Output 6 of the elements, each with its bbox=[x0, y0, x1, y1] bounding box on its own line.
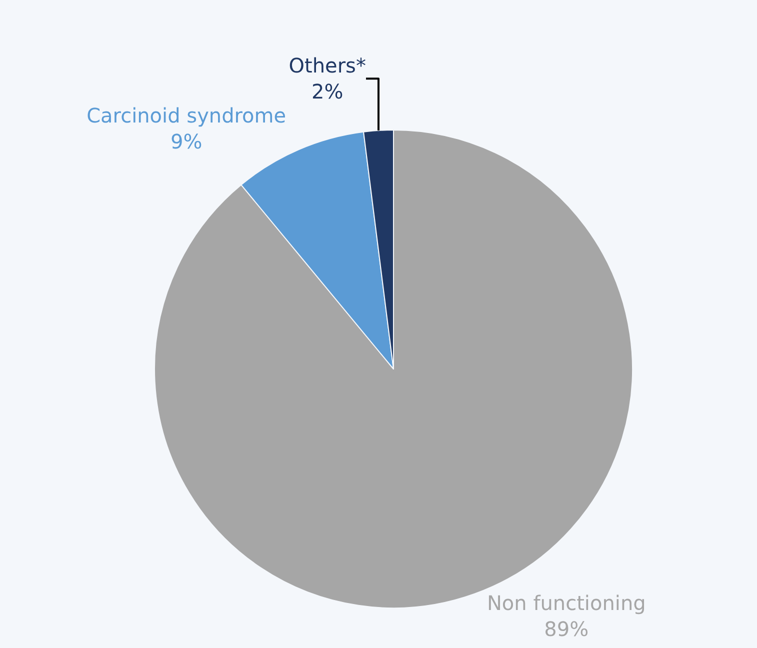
data-label: 89% bbox=[544, 617, 589, 641]
slice-label: Others* bbox=[288, 54, 366, 78]
data-label: 2% bbox=[312, 80, 344, 104]
data-label: 9% bbox=[170, 130, 202, 154]
slice-label: Non functioning bbox=[486, 591, 646, 615]
slice-label: Carcinoid syndrome bbox=[86, 104, 286, 128]
